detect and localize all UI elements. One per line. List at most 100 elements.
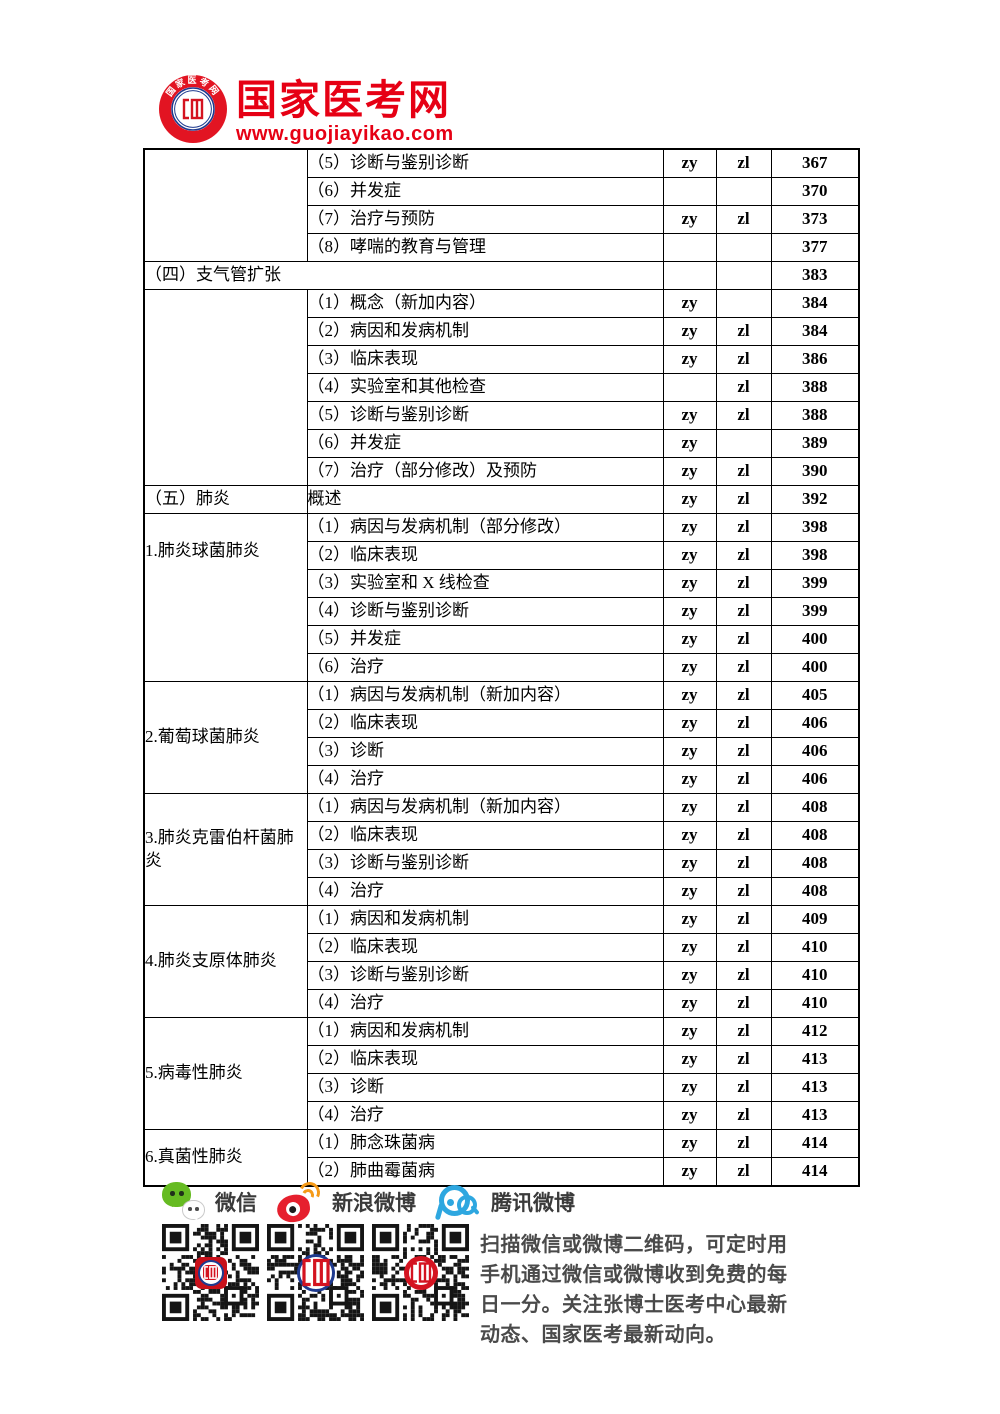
section-cell: 1.肺炎球菌肺炎 [143, 513, 308, 682]
topic-cell: （3）诊断与鉴别诊断 [306, 961, 664, 990]
zl-mark-cell [715, 261, 772, 290]
table-row: （四）支气管扩张 383 [143, 261, 860, 290]
table-row: 6.真菌性肺炎 （1）肺念珠菌病 zy zl 414 [143, 1129, 860, 1187]
social-item-wechat: 微信 [162, 1182, 257, 1222]
topic-cell: （7）治疗与预防 [306, 205, 664, 234]
zy-mark-cell: zy [662, 877, 717, 906]
zy-mark-cell: zy [662, 401, 717, 430]
page-number-cell: 388 [770, 401, 860, 430]
topic-cell: （3）诊断 [306, 737, 664, 766]
section-cell: （四）支气管扩张 [143, 261, 664, 290]
sina-weibo-icon [275, 1179, 323, 1225]
topic-cell: （4）治疗 [306, 1101, 664, 1130]
table-row: （6）并发症 370 [144, 177, 860, 206]
page-number-cell: 373 [770, 205, 860, 234]
page-number-cell: 414 [770, 1129, 860, 1158]
section-cell: 2.葡萄球菌肺炎 [143, 681, 308, 794]
section-cell: 5.病毒性肺炎 [143, 1017, 308, 1130]
site-logo-text: 国家医考网 www.guojiayikao.com [236, 74, 454, 146]
zl-mark-cell [715, 289, 772, 318]
zl-mark-cell [715, 429, 772, 458]
zy-mark-cell: zy [662, 625, 717, 654]
site-logo-emblem-icon: 国家医考网 [159, 75, 227, 143]
qr-center-logo [296, 1253, 335, 1292]
zy-mark-cell: zy [662, 205, 717, 234]
table-row: （1）概念（新加内容） zy 384 [143, 289, 860, 486]
page-number-cell: 410 [770, 933, 860, 962]
zl-mark-cell: zl [715, 821, 772, 850]
page-number-cell: 405 [770, 681, 860, 710]
topic-cell: （1）病因和发病机制 [306, 905, 664, 934]
zy-mark-cell: zy [662, 933, 717, 962]
topic-cell: （1）病因与发病机制（部分修改） [306, 513, 664, 542]
table-row: （4）治疗 zy zl 406 [144, 765, 860, 794]
zl-mark-cell [715, 233, 772, 262]
page-number-cell: 410 [770, 989, 860, 1018]
page-number-cell: 384 [770, 289, 860, 318]
footer-caption: 扫描微信或微博二维码，可定时用 手机通过微信或微博收到免费的每 日一分。关注张博… [480, 1230, 820, 1350]
topic-cell: 概述 [306, 485, 664, 514]
topic-cell: （2）肺曲霉菌病 [306, 1157, 664, 1187]
toc-table: （5）诊断与鉴别诊断 zy zl 367 （6）并发症 370 （7）治疗与预防 zy zl 37… [143, 148, 860, 1187]
zy-mark-cell: zy [662, 289, 717, 318]
table-row: （五）肺炎 概述 zy zl 392 [143, 485, 860, 514]
page-number-cell: 406 [770, 765, 860, 794]
topic-cell: （2）病因和发病机制 [306, 317, 664, 346]
wechat-label: 微信 [215, 1191, 257, 1215]
page-number-cell: 389 [770, 429, 860, 458]
zl-mark-cell: zl [715, 401, 772, 430]
topic-cell: （8）哮喘的教育与管理 [306, 233, 664, 262]
qr-center-logo [403, 1255, 438, 1290]
topic-cell: （1）病因和发病机制 [306, 1017, 664, 1046]
table-row: （4）治疗 zy zl 408 [144, 877, 860, 906]
table-row: （3）诊断 zy zl 406 [144, 737, 860, 766]
section-cell: 6.真菌性肺炎 [143, 1129, 308, 1187]
table-row: （3）实验室和 X 线检查 zy zl 399 [144, 569, 860, 598]
zl-mark-cell: zl [715, 373, 772, 402]
zl-mark-cell: zl [715, 513, 772, 542]
topic-cell: （6）并发症 [306, 177, 664, 206]
topic-cell: （4）实验室和其他检查 [306, 373, 664, 402]
tencent-weibo-label: 腾讯微博 [491, 1191, 575, 1215]
zl-mark-cell: zl [715, 653, 772, 682]
page-number-cell: 408 [770, 877, 860, 906]
zl-mark-cell: zl [715, 1129, 772, 1158]
page-number-cell: 413 [770, 1073, 860, 1102]
qr-center-logo [194, 1256, 227, 1289]
wechat-icon [162, 1182, 206, 1222]
caption-line: 扫描微信或微博二维码，可定时用 [480, 1234, 788, 1256]
table-row: 2.葡萄球菌肺炎 （1）病因与发病机制（新加内容） zy zl 405 [143, 681, 860, 794]
zl-mark-cell: zl [715, 765, 772, 794]
table-row: （7）治疗与预防 zy zl 373 [144, 205, 860, 234]
zy-mark-cell: zy [662, 821, 717, 850]
zl-mark-cell: zl [715, 317, 772, 346]
zl-mark-cell: zl [715, 849, 772, 878]
zl-mark-cell: zl [715, 457, 772, 486]
page-number-cell: 370 [770, 177, 860, 206]
topic-cell: （1）病因与发病机制（新加内容） [306, 681, 664, 710]
page-number-cell: 398 [770, 513, 860, 542]
zy-mark-cell: zy [662, 345, 717, 374]
zy-mark-cell: zy [662, 429, 717, 458]
page-number-cell: 406 [770, 737, 860, 766]
page-number-cell: 377 [770, 233, 860, 262]
zy-mark-cell: zy [662, 541, 717, 570]
zl-mark-cell: zl [715, 961, 772, 990]
zy-mark-cell [662, 233, 717, 262]
topic-cell: （6）治疗 [306, 653, 664, 682]
topic-cell: （2）临床表现 [306, 933, 664, 962]
zy-mark-cell: zy [662, 485, 717, 514]
page-number-cell: 398 [770, 541, 860, 570]
caption-line: 动态、国家医考最新动向。 [480, 1324, 726, 1346]
zl-mark-cell: zl [715, 597, 772, 626]
table-row: 5.病毒性肺炎 （1）病因和发病机制 zy zl 412 [143, 1017, 860, 1130]
zl-mark-cell: zl [715, 989, 772, 1018]
table-row: （3）诊断 zy zl 413 [144, 1073, 860, 1102]
zy-mark-cell: zy [662, 1101, 717, 1130]
section-cell [143, 148, 308, 262]
zl-mark-cell: zl [715, 148, 772, 178]
zy-mark-cell: zy [662, 961, 717, 990]
section-cell [143, 289, 308, 486]
zl-mark-cell: zl [715, 625, 772, 654]
table-row: 1.肺炎球菌肺炎 （1）病因与发病机制（部分修改） zy zl 398 [143, 513, 860, 682]
